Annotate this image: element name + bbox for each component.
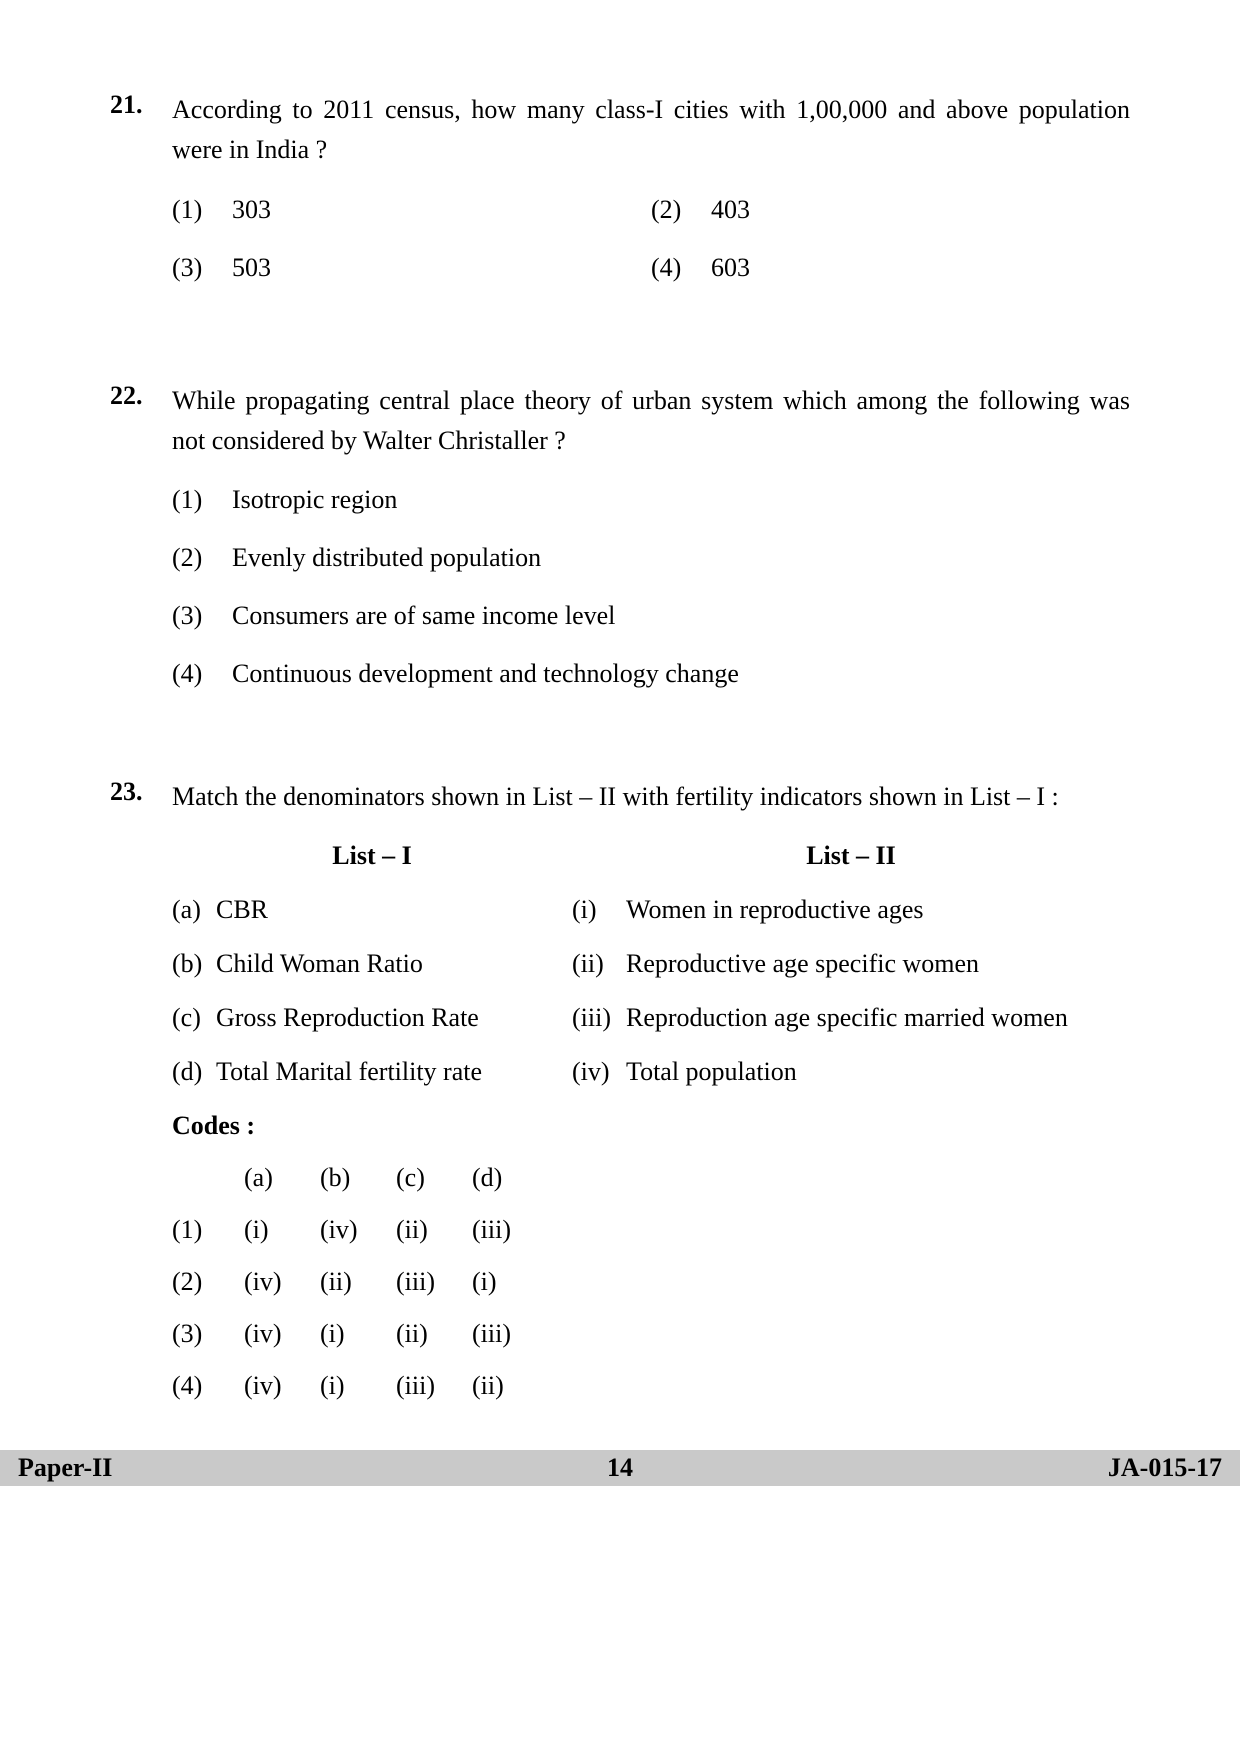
option-text: 503 xyxy=(232,253,651,283)
list-label: (iii) xyxy=(572,1003,626,1033)
list-item: Total population xyxy=(626,1057,1130,1087)
option: (1) Isotropic region xyxy=(172,485,1130,515)
question-22: 22. While propagating central place theo… xyxy=(110,381,1130,718)
option-text: Evenly distributed population xyxy=(232,543,1130,573)
code-cell: (iv) xyxy=(244,1319,320,1349)
question-body: According to 2011 census, how many class… xyxy=(172,90,1130,321)
list-item: Reproductive age specific women xyxy=(626,949,1130,979)
list-row: (c) Gross Reproduction Rate (iii) Reprod… xyxy=(172,1003,1130,1033)
codes-header: (a) (b) (c) (d) xyxy=(172,1163,1130,1193)
page-content: 21. According to 2011 census, how many c… xyxy=(0,0,1240,1423)
question-number: 21. xyxy=(110,90,172,321)
option-num: (1) xyxy=(172,485,232,515)
list-header-2: List – II xyxy=(572,841,1130,871)
option-text: 403 xyxy=(711,195,1130,225)
list-header: List – I List – II xyxy=(172,841,1130,871)
option-text: Consumers are of same income level xyxy=(232,601,1130,631)
option-num: (2) xyxy=(651,195,711,225)
code-cell: (ii) xyxy=(396,1215,472,1245)
list-row: (b) Child Woman Ratio (ii) Reproductive … xyxy=(172,949,1130,979)
question-text: While propagating central place theory o… xyxy=(172,381,1130,462)
option-text: 303 xyxy=(232,195,651,225)
code-cell: (iv) xyxy=(320,1215,396,1245)
list-item: Total Marital fertility rate xyxy=(216,1057,572,1087)
code-cell: (ii) xyxy=(396,1319,472,1349)
footer-left: Paper-II xyxy=(18,1453,419,1483)
code-cell: (iii) xyxy=(472,1319,548,1349)
code-cell: (1) xyxy=(172,1215,244,1245)
option-num: (3) xyxy=(172,601,232,631)
option: (1) 303 xyxy=(172,195,651,225)
code-cell: (ii) xyxy=(320,1267,396,1297)
code-cell: (a) xyxy=(244,1163,320,1193)
question-23: 23. Match the denominators shown in List… xyxy=(110,777,1130,1423)
code-cell: (4) xyxy=(172,1371,244,1401)
option-num: (4) xyxy=(651,253,711,283)
footer-page-number: 14 xyxy=(419,1453,820,1483)
code-cell: (3) xyxy=(172,1319,244,1349)
option-num: (4) xyxy=(172,659,232,689)
option: (4) Continuous development and technolog… xyxy=(172,659,1130,689)
option-num: (3) xyxy=(172,253,232,283)
option: (2) Evenly distributed population xyxy=(172,543,1130,573)
list-row: (d) Total Marital fertility rate (iv) To… xyxy=(172,1057,1130,1087)
codes-row: (4) (iv) (i) (iii) (ii) xyxy=(172,1371,1130,1401)
options-list: (1) Isotropic region (2) Evenly distribu… xyxy=(172,485,1130,689)
list-label: (iv) xyxy=(572,1057,626,1087)
code-cell: (c) xyxy=(396,1163,472,1193)
code-cell: (i) xyxy=(244,1215,320,1245)
list-row: (a) CBR (i) Women in reproductive ages xyxy=(172,895,1130,925)
question-21: 21. According to 2011 census, how many c… xyxy=(110,90,1130,321)
option: (3) 503 xyxy=(172,253,651,283)
code-cell: (iii) xyxy=(472,1215,548,1245)
footer-right: JA-015-17 xyxy=(821,1453,1222,1483)
code-cell: (i) xyxy=(320,1371,396,1401)
option-num: (1) xyxy=(172,195,232,225)
code-cell xyxy=(172,1163,244,1193)
list-item: CBR xyxy=(216,895,572,925)
code-cell: (ii) xyxy=(472,1371,548,1401)
options-grid: (1) 303 (2) 403 (3) 503 (4) 603 xyxy=(172,195,1130,311)
list-item: Reproduction age specific married women xyxy=(626,1003,1130,1033)
code-cell: (iii) xyxy=(396,1267,472,1297)
option-num: (2) xyxy=(172,543,232,573)
question-text: According to 2011 census, how many class… xyxy=(172,90,1130,171)
list-item: Women in reproductive ages xyxy=(626,895,1130,925)
page-footer: Paper-II 14 JA-015-17 xyxy=(0,1450,1240,1486)
option-text: Continuous development and technology ch… xyxy=(232,659,1130,689)
code-cell: (d) xyxy=(472,1163,548,1193)
code-cell: (iii) xyxy=(396,1371,472,1401)
option: (4) 603 xyxy=(651,253,1130,283)
list-item: Child Woman Ratio xyxy=(216,949,572,979)
code-cell: (2) xyxy=(172,1267,244,1297)
option-text: 603 xyxy=(711,253,1130,283)
question-number: 22. xyxy=(110,381,172,718)
option-text: Isotropic region xyxy=(232,485,1130,515)
code-cell: (i) xyxy=(320,1319,396,1349)
code-cell: (iv) xyxy=(244,1267,320,1297)
list-item: Gross Reproduction Rate xyxy=(216,1003,572,1033)
option: (3) Consumers are of same income level xyxy=(172,601,1130,631)
list-label: (a) xyxy=(172,895,216,925)
list-label: (ii) xyxy=(572,949,626,979)
list-label: (c) xyxy=(172,1003,216,1033)
question-body: Match the denominators shown in List – I… xyxy=(172,777,1130,1423)
list-header-1: List – I xyxy=(172,841,572,871)
code-cell: (b) xyxy=(320,1163,396,1193)
codes-row: (3) (iv) (i) (ii) (iii) xyxy=(172,1319,1130,1349)
question-text: Match the denominators shown in List – I… xyxy=(172,777,1130,817)
code-cell: (iv) xyxy=(244,1371,320,1401)
list-label: (b) xyxy=(172,949,216,979)
code-cell: (i) xyxy=(472,1267,548,1297)
question-number: 23. xyxy=(110,777,172,1423)
codes-row: (2) (iv) (ii) (iii) (i) xyxy=(172,1267,1130,1297)
list-label: (d) xyxy=(172,1057,216,1087)
list-label: (i) xyxy=(572,895,626,925)
codes-row: (1) (i) (iv) (ii) (iii) xyxy=(172,1215,1130,1245)
codes-label: Codes : xyxy=(172,1111,1130,1141)
question-body: While propagating central place theory o… xyxy=(172,381,1130,718)
option: (2) 403 xyxy=(651,195,1130,225)
